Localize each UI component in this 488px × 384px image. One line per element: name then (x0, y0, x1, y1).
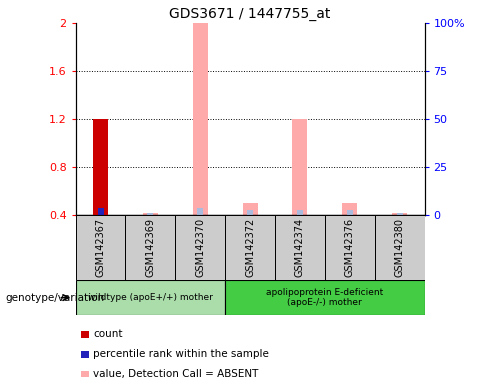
Bar (275, 215, 325, 280)
Bar (193, 23, 208, 215)
Bar (98, 209, 103, 215)
Text: value, Detection Call = ABSENT: value, Detection Call = ABSENT (93, 369, 259, 379)
Bar (297, 210, 303, 215)
Bar (93, 119, 108, 215)
Bar (147, 213, 153, 215)
Text: genotype/variation: genotype/variation (5, 293, 104, 303)
Bar (225, 215, 275, 280)
Bar (392, 213, 407, 215)
Bar (125, 215, 175, 280)
Bar (375, 215, 425, 280)
Text: percentile rank within the sample: percentile rank within the sample (93, 349, 269, 359)
Bar (98, 209, 103, 215)
Text: GSM142367: GSM142367 (96, 218, 105, 277)
Bar (225, 280, 425, 315)
Bar (325, 215, 375, 280)
Title: GDS3671 / 1447755_at: GDS3671 / 1447755_at (169, 7, 331, 21)
Bar (347, 210, 353, 215)
Bar (143, 213, 158, 215)
Bar (243, 203, 258, 215)
Bar (292, 119, 307, 215)
Text: wildtype (apoE+/+) mother: wildtype (apoE+/+) mother (88, 293, 213, 302)
Text: GSM142376: GSM142376 (345, 218, 355, 277)
Bar (76, 280, 225, 315)
Bar (342, 203, 357, 215)
Bar (93, 209, 108, 215)
Text: GSM142369: GSM142369 (145, 218, 155, 277)
Text: apolipoprotein E-deficient
(apoE-/-) mother: apolipoprotein E-deficient (apoE-/-) mot… (266, 288, 384, 307)
Text: GSM142372: GSM142372 (245, 218, 255, 277)
Bar (175, 215, 225, 280)
Text: GSM142380: GSM142380 (395, 218, 405, 277)
Bar (247, 210, 253, 215)
Bar (197, 209, 203, 215)
Bar (76, 215, 125, 280)
Text: GSM142374: GSM142374 (295, 218, 305, 277)
Bar (397, 213, 403, 215)
Text: count: count (93, 329, 122, 339)
Text: GSM142370: GSM142370 (195, 218, 205, 277)
